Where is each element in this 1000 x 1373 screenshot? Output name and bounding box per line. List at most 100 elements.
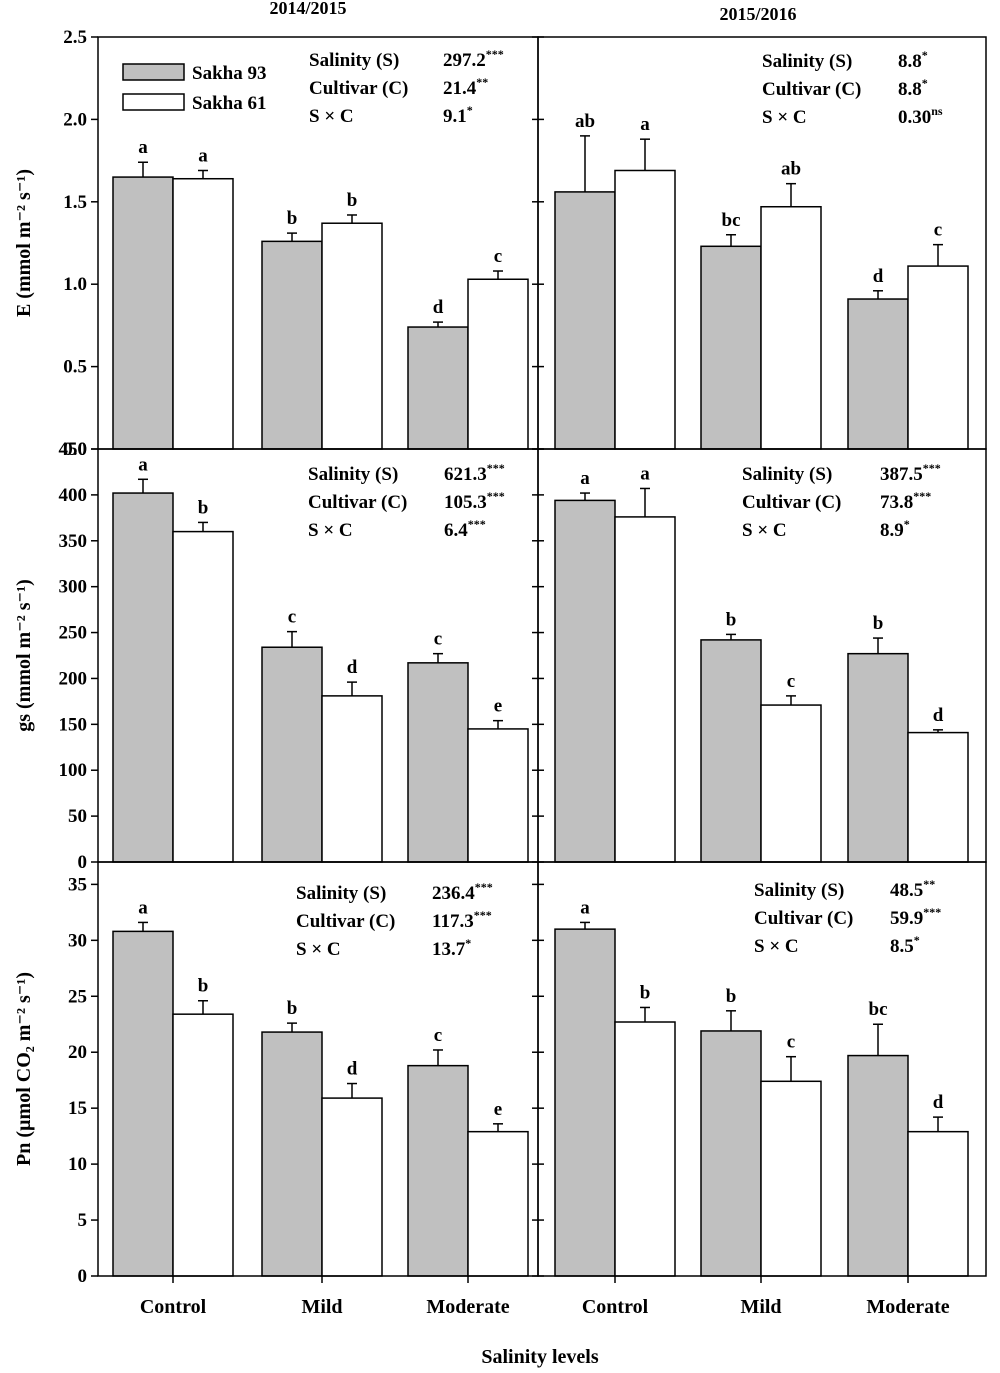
stat-label-E-2014-2: S × C [309,106,354,127]
x-category-label-c0-moderate: Moderate [426,1296,509,1318]
stat-label-gs-2015-2: S × C [742,520,787,541]
sig-letter-gs-2014-moderate-s0: c [434,629,442,650]
bar-E-2015-control-s0 [554,191,616,450]
stat-label-Pn-2015-2: S × C [754,936,799,957]
stat-label-gs-2015-0: Salinity (S) [742,464,832,485]
y-tick-label-r2-1: 5 [78,1210,88,1231]
stat-significance-E-2014-0: *** [486,47,504,61]
bar-Pn-2015-moderate-s0 [847,1054,909,1277]
sig-letter-Pn-2014-mild-s0: b [287,998,298,1019]
sig-letter-Pn-2014-control-s0: a [138,897,148,918]
stat-significance-gs-2014-0: *** [487,461,505,475]
stat-significance-gs-2014-2: *** [468,517,486,531]
column-title-left: 2014/2015 [269,0,346,18]
sig-letter-gs-2014-mild-s1: d [347,657,358,678]
stat-value-Pn-2015-2: 8.5* [890,933,920,957]
bar-Pn-2014-control-s0 [112,930,174,1277]
bar-E-2014-moderate-s1 [467,278,529,450]
y-tick-label-r0-3: 1.5 [63,192,87,213]
column-title-right: 2015/2016 [719,4,796,24]
stat-value-gs-2014-2: 6.4*** [444,517,486,541]
stat-value-E-2014-0: 297.2*** [443,47,504,71]
bar-Pn-2015-control-s1 [614,1021,676,1277]
stat-label-Pn-2014-0: Salinity (S) [296,883,386,904]
y-tick-label-r0-1: 0.5 [63,357,87,378]
sig-letter-Pn-2015-control-s0: a [580,897,590,918]
stat-significance-gs-2015-0: *** [923,461,941,475]
stat-label-E-2015-1: Cultivar (C) [762,79,861,100]
y-tick-label-r1-8: 400 [59,485,88,506]
stat-label-Pn-2015-1: Cultivar (C) [754,908,853,929]
stat-value-E-2015-0: 8.8* [898,48,928,72]
y-tick-label-r0-2: 1.0 [63,274,87,295]
sig-letter-Pn-2015-mild-s1: c [787,1032,795,1053]
stat-value-E-2015-2: 0.30ns [898,104,943,128]
stat-significance-Pn-2015-2: * [914,933,920,947]
y-tick-label-r2-7: 35 [68,874,87,895]
y-tick-label-r2-2: 10 [68,1154,87,1175]
bar-Pn-2014-mild-s0 [261,1031,323,1277]
bar-gs-2014-moderate-s0 [407,662,469,863]
x-category-label-c1-moderate: Moderate [866,1296,949,1318]
stat-value-E-2015-1: 8.8* [898,76,928,100]
stat-value-Pn-2015-1: 59.9*** [890,905,941,929]
sig-letter-E-2014-control-s1: a [198,145,208,166]
legend-swatch-1 [122,93,185,111]
labels-layer: 2014/2015 2015/2016 Salinity levels abda… [13,0,950,1368]
bar-gs-2014-mild-s0 [261,646,323,863]
bar-gs-2014-moderate-s1 [467,728,529,863]
stat-significance-E-2015-2: ns [931,104,943,118]
y-tick-label-r0-4: 2.0 [63,109,87,130]
stat-significance-E-2014-1: ** [476,75,488,89]
sig-letter-E-2015-control-s0: ab [575,111,595,132]
x-axis-title: Salinity levels [481,1346,598,1368]
legend-label-1: Sakha 61 [192,93,266,114]
y-tick-label-r1-1: 50 [68,806,87,827]
stat-value-Pn-2014-0: 236.4*** [432,880,493,904]
bar-E-2014-control-s1 [172,177,234,450]
y-tick-label-r1-3: 150 [59,714,88,735]
stat-significance-Pn-2015-0: ** [923,877,935,891]
stat-value-gs-2015-2: 8.9* [880,517,910,541]
bar-E-2015-mild-s1 [760,205,822,450]
sig-letter-E-2015-moderate-s0: d [873,266,884,287]
y-tick-label-r2-0: 0 [78,1266,88,1287]
bar-gs-2014-mild-s1 [321,695,383,863]
stat-significance-Pn-2014-1: *** [474,908,492,922]
stat-label-gs-2014-0: Salinity (S) [308,464,398,485]
y-tick-label-r1-7: 350 [59,531,88,552]
stat-significance-E-2014-2: * [467,103,473,117]
bar-Pn-2015-mild-s1 [760,1080,822,1277]
x-category-label-c1-mild: Mild [740,1296,781,1318]
sig-letter-E-2014-moderate-s1: c [494,246,502,267]
y-axis-title-r0: E (mmol m⁻² s⁻¹) [13,169,35,317]
stat-significance-gs-2015-1: *** [913,489,931,503]
stat-value-Pn-2014-2: 13.7* [432,936,471,960]
sig-letter-E-2015-control-s1: a [640,114,650,135]
panel-frames-layer [91,36,987,1283]
sig-letter-Pn-2015-moderate-s0: bc [869,999,888,1020]
bar-E-2015-moderate-s0 [847,298,909,450]
sig-letter-gs-2014-mild-s0: c [288,607,296,628]
y-tick-label-r1-9: 450 [59,439,88,460]
bar-Pn-2014-moderate-s1 [467,1130,529,1277]
y-tick-label-r0-0: 0.0 [63,439,87,460]
stat-value-Pn-2014-1: 117.3*** [432,908,492,932]
bar-E-2014-mild-s1 [321,222,383,450]
stat-significance-gs-2015-2: * [904,517,910,531]
stat-significance-Pn-2014-0: *** [475,880,493,894]
bar-Pn-2015-mild-s0 [700,1030,762,1277]
y-tick-label-r2-5: 25 [68,986,87,1007]
sig-letter-Pn-2014-moderate-s1: e [494,1099,502,1120]
stat-significance-E-2015-0: * [922,48,928,62]
bar-Pn-2014-moderate-s0 [407,1064,469,1277]
stat-value-gs-2015-0: 387.5*** [880,461,941,485]
stat-label-gs-2015-1: Cultivar (C) [742,492,841,513]
bar-E-2014-control-s0 [112,176,174,450]
sig-letter-E-2015-mild-s1: ab [781,159,801,180]
bar-Pn-2015-control-s0 [554,928,616,1277]
stat-label-gs-2014-1: Cultivar (C) [308,492,407,513]
sig-letter-E-2015-mild-s0: bc [722,210,741,231]
x-category-label-c0-mild: Mild [301,1296,342,1318]
